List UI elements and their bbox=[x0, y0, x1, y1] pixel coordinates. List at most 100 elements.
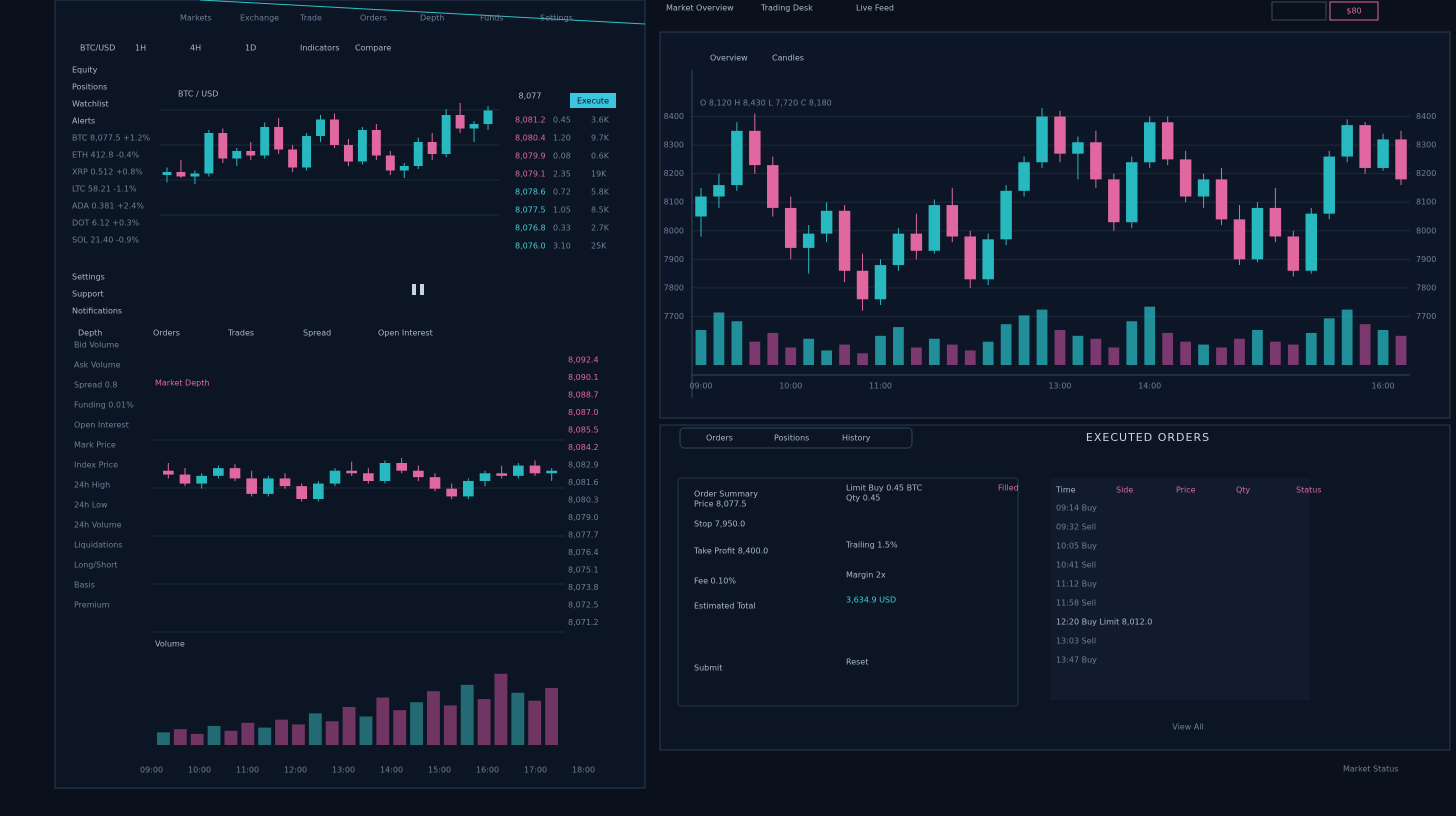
sidebar-item[interactable]: Support bbox=[72, 290, 104, 299]
icon-group[interactable] bbox=[1271, 1, 1327, 21]
section-tab[interactable]: Spread bbox=[303, 329, 331, 338]
form-field[interactable]: Reset bbox=[846, 658, 868, 667]
candle-body bbox=[313, 483, 324, 499]
candle-body bbox=[546, 470, 557, 474]
chart-tab[interactable]: Candles bbox=[772, 54, 804, 63]
pause-bar[interactable] bbox=[412, 284, 416, 295]
nav-tab[interactable]: Trading Desk bbox=[760, 4, 813, 13]
stat-label: Mark Price bbox=[74, 441, 116, 450]
nav-tab[interactable]: Orders bbox=[360, 14, 387, 23]
candle-body bbox=[363, 473, 374, 481]
volume-bar bbox=[964, 350, 976, 365]
section-tab[interactable]: Trades bbox=[227, 329, 254, 338]
candle-body bbox=[232, 151, 242, 159]
y-tick-label: 7900 bbox=[1416, 255, 1436, 264]
candle-body bbox=[529, 465, 541, 474]
section-tab[interactable]: Orders bbox=[153, 329, 180, 338]
candle-body bbox=[296, 486, 307, 499]
sidebar-item[interactable]: Alerts bbox=[72, 117, 95, 126]
sidebar-item[interactable]: DOT 6.12 +0.3% bbox=[72, 219, 140, 228]
candle-body bbox=[302, 136, 312, 168]
execute-button[interactable] bbox=[570, 93, 616, 108]
candle-body bbox=[1090, 142, 1102, 180]
form-field: Trailing 1.5% bbox=[845, 541, 898, 550]
sidebar-item[interactable]: Notifications bbox=[72, 307, 122, 316]
account-badge-box[interactable] bbox=[1329, 1, 1379, 21]
link[interactable]: View All bbox=[1172, 723, 1203, 732]
volume-bar bbox=[477, 699, 491, 745]
candle-body bbox=[749, 130, 761, 166]
tab[interactable]: Positions bbox=[774, 434, 809, 443]
sidebar-item[interactable]: Settings bbox=[72, 273, 105, 282]
nav-tab[interactable]: Market Overview bbox=[666, 4, 734, 13]
tab-pill[interactable] bbox=[679, 427, 913, 449]
candle-body bbox=[1126, 162, 1138, 223]
nav-tab[interactable]: Trade bbox=[299, 14, 322, 23]
sidebar-item[interactable]: XRP 0.512 +0.8% bbox=[72, 168, 143, 177]
nav-tab[interactable]: Depth bbox=[420, 14, 444, 23]
order-book-cell: 2.7K bbox=[591, 224, 610, 233]
x-tick-label: 10:00 bbox=[188, 766, 211, 775]
x-tick-label: 13:00 bbox=[1048, 382, 1071, 391]
nav-tab[interactable]: Markets bbox=[180, 14, 212, 23]
sidebar-item[interactable]: ETH 412.8 -0.4% bbox=[72, 151, 140, 160]
candle-body bbox=[176, 172, 186, 177]
toolbar-item[interactable]: 4H bbox=[190, 44, 201, 53]
price-level: 8,076.4 bbox=[568, 548, 599, 557]
toolbar-item[interactable]: 1H bbox=[135, 44, 146, 53]
candle-body bbox=[1251, 207, 1264, 260]
sidebar-item[interactable]: LTC 58.21 -1.1% bbox=[72, 185, 137, 194]
toolbar-item[interactable]: BTC/USD bbox=[80, 44, 115, 53]
volume-bar bbox=[275, 719, 288, 745]
button-label[interactable]: Execute bbox=[577, 97, 609, 106]
sidebar-item[interactable]: ADA 0.381 +2.4% bbox=[72, 202, 144, 211]
candle-body bbox=[263, 478, 274, 494]
volume-bar bbox=[749, 341, 761, 365]
sidebar-item[interactable]: BTC 8,077.5 +1.2% bbox=[72, 134, 151, 143]
volume-bar bbox=[893, 327, 904, 365]
tab[interactable]: History bbox=[842, 434, 871, 443]
volume-bar bbox=[1162, 332, 1174, 365]
nav-tab[interactable]: Funds bbox=[480, 14, 504, 23]
toolbar-item[interactable]: Indicators bbox=[300, 44, 340, 53]
pause-bar[interactable] bbox=[420, 284, 424, 295]
x-tick-label: 18:00 bbox=[572, 766, 595, 775]
section-tab[interactable]: Depth bbox=[78, 329, 102, 338]
x-tick-label: 09:00 bbox=[140, 766, 163, 775]
form-field: Margin 2x bbox=[846, 571, 886, 580]
form-field[interactable]: Submit bbox=[694, 664, 722, 673]
y-tick-label: 8200 bbox=[1416, 169, 1436, 178]
toolbar-item[interactable]: 1D bbox=[245, 44, 256, 53]
nav-tab[interactable]: Live Feed bbox=[856, 4, 894, 13]
nav-tab[interactable]: Settings bbox=[540, 14, 573, 23]
section-tab[interactable]: Open Interest bbox=[378, 329, 433, 338]
candle-body bbox=[820, 210, 833, 234]
candle-body bbox=[856, 270, 869, 300]
toolbar-item[interactable]: Compare bbox=[355, 44, 391, 53]
stat-label: Bid Volume bbox=[74, 341, 119, 350]
account-badge[interactable]: $80 bbox=[1346, 7, 1361, 16]
candle-body bbox=[413, 142, 423, 166]
candle-body bbox=[838, 210, 851, 271]
volume-bar bbox=[713, 312, 725, 365]
volume-bar bbox=[359, 716, 373, 745]
order-book-cell: 9.7K bbox=[591, 134, 610, 143]
chart-tab[interactable]: Overview bbox=[710, 54, 748, 63]
candle-body bbox=[483, 110, 493, 124]
sidebar-item[interactable]: Equity bbox=[72, 66, 98, 75]
tab[interactable]: Orders bbox=[706, 434, 733, 443]
nav-tab[interactable]: Exchange bbox=[240, 14, 279, 23]
form-field: Fee 0.10% bbox=[694, 577, 736, 586]
candle-body bbox=[982, 239, 994, 280]
sidebar-item[interactable]: Positions bbox=[72, 83, 107, 92]
table-header: Price bbox=[1176, 486, 1196, 495]
sidebar-item[interactable]: Watchlist bbox=[72, 100, 109, 109]
candle-body bbox=[469, 124, 479, 129]
candle-body bbox=[496, 473, 507, 476]
x-tick-label: 09:00 bbox=[689, 382, 712, 391]
sidebar-item[interactable]: SOL 21.40 -0.9% bbox=[72, 236, 139, 245]
order-book-cell: 1.05 bbox=[553, 206, 571, 215]
volume-bar bbox=[1341, 309, 1353, 365]
volume-bar bbox=[946, 344, 958, 365]
